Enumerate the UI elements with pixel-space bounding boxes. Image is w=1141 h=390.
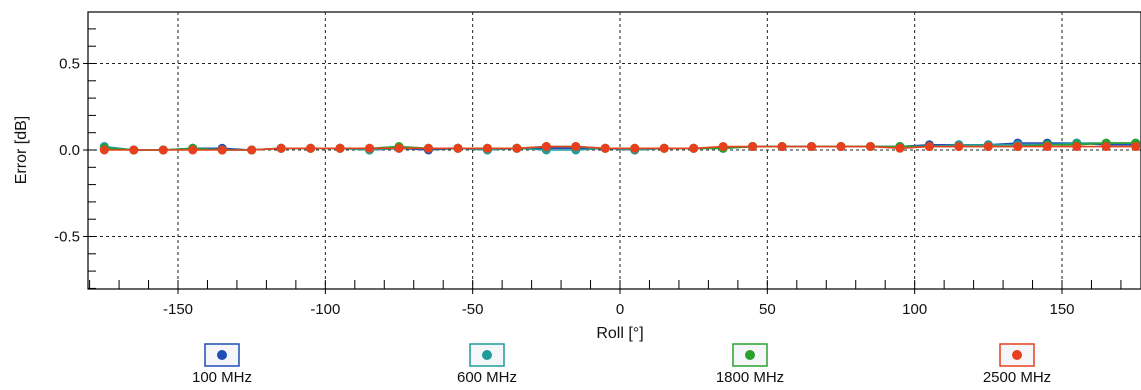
- x-tick-label: 100: [902, 301, 927, 318]
- data-point: [983, 142, 993, 152]
- legend-item: 100 MHz: [192, 343, 252, 386]
- data-point: [276, 143, 286, 153]
- data-point: [924, 142, 934, 152]
- data-point: [158, 145, 168, 155]
- x-tick-label: -50: [462, 301, 484, 318]
- y-tick-label: 0.5: [59, 56, 80, 73]
- data-point: [1013, 142, 1023, 152]
- data-point: [482, 143, 492, 153]
- series-layer: [99, 138, 1141, 155]
- data-point: [306, 143, 316, 153]
- legend-label: 600 MHz: [457, 369, 517, 386]
- data-point: [512, 143, 522, 153]
- data-point: [836, 142, 846, 152]
- data-point: [954, 142, 964, 152]
- data-point: [335, 143, 345, 153]
- series-2500-mhz: [99, 142, 1141, 155]
- data-point: [99, 145, 109, 155]
- legend-marker: [482, 350, 492, 360]
- data-point: [600, 143, 610, 153]
- legend: 100 MHz 600 MHz 1800 MHz 2500 MHz: [192, 343, 1051, 386]
- y-tick-labels: 0.5 0.0 -0.5: [54, 56, 88, 246]
- data-point: [895, 143, 905, 153]
- legend-item: 600 MHz: [457, 343, 517, 386]
- x-tick-label: -100: [310, 301, 340, 318]
- data-point: [423, 143, 433, 153]
- legend-label: 1800 MHz: [716, 369, 784, 386]
- x-tick-label: 0: [616, 301, 624, 318]
- data-point: [630, 143, 640, 153]
- data-point: [1131, 142, 1141, 152]
- legend-item: 2500 MHz: [983, 343, 1051, 386]
- x-tick-label: 150: [1049, 301, 1074, 318]
- x-tick-labels: -150 -100 -50 0 50 100 150: [163, 289, 1075, 318]
- data-point: [748, 142, 758, 152]
- series-line: [104, 145, 1136, 151]
- data-point: [689, 143, 699, 153]
- legend-item: 1800 MHz: [716, 343, 784, 386]
- data-point: [571, 142, 581, 152]
- x-tick-label: -150: [163, 301, 193, 318]
- legend-marker: [217, 350, 227, 360]
- data-point: [718, 142, 728, 152]
- y-tick-label: 0.0: [59, 142, 80, 159]
- data-point: [1072, 142, 1082, 152]
- data-point: [541, 142, 551, 152]
- data-point: [453, 143, 463, 153]
- data-point: [1042, 142, 1052, 152]
- legend-marker: [745, 350, 755, 360]
- data-point: [1101, 142, 1111, 152]
- x-axis-title: Roll [°]: [596, 325, 643, 342]
- data-point: [865, 142, 875, 152]
- data-point: [394, 143, 404, 153]
- data-point: [129, 145, 139, 155]
- x-tick-label: 50: [759, 301, 776, 318]
- legend-label: 2500 MHz: [983, 369, 1051, 386]
- data-point: [807, 142, 817, 152]
- data-point: [659, 143, 669, 153]
- data-point: [365, 143, 375, 153]
- data-point: [777, 142, 787, 152]
- data-point: [217, 145, 227, 155]
- data-point: [247, 145, 257, 155]
- legend-label: 100 MHz: [192, 369, 252, 386]
- legend-marker: [1012, 350, 1022, 360]
- y-tick-label: -0.5: [54, 229, 80, 246]
- data-point: [188, 145, 198, 155]
- y-axis-title: Error [dB]: [13, 116, 30, 184]
- minor-ticks: [88, 28, 1122, 289]
